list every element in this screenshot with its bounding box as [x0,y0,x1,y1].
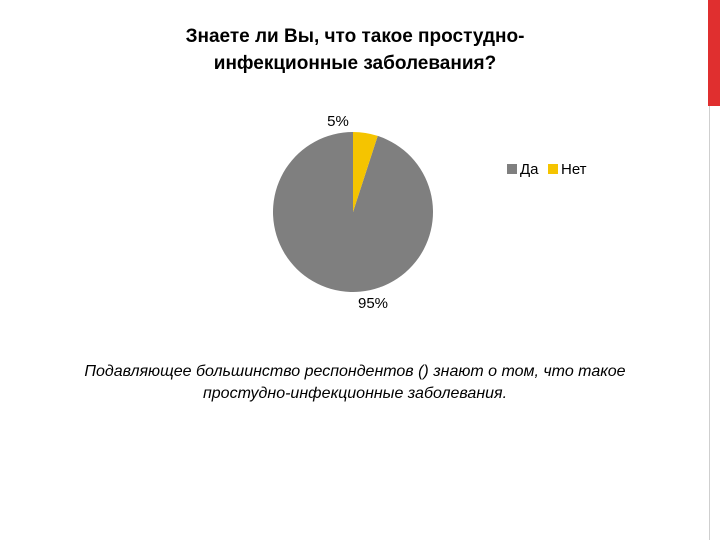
data-label-1: 95% [358,295,388,312]
pie-slice-2 [353,132,378,212]
pie-chart: 95% 5% Да Нет [273,113,587,312]
edge-line [709,106,710,540]
accent-bar [708,0,720,106]
legend-label-2: Нет [561,161,587,178]
data-label-2: 5% [327,113,349,130]
caption-text: Подавляющее большинство респондентов () … [84,363,626,402]
chart-title: Знаете ли Вы, что такое простудно-инфекц… [185,26,525,74]
data-labels: 95% 5% [327,113,388,312]
pie-slices [273,132,433,292]
legend: Да Нет [507,161,587,178]
legend-label-1: Да [520,161,539,178]
legend-swatch-1 [507,164,517,174]
legend-swatch-2 [548,164,558,174]
